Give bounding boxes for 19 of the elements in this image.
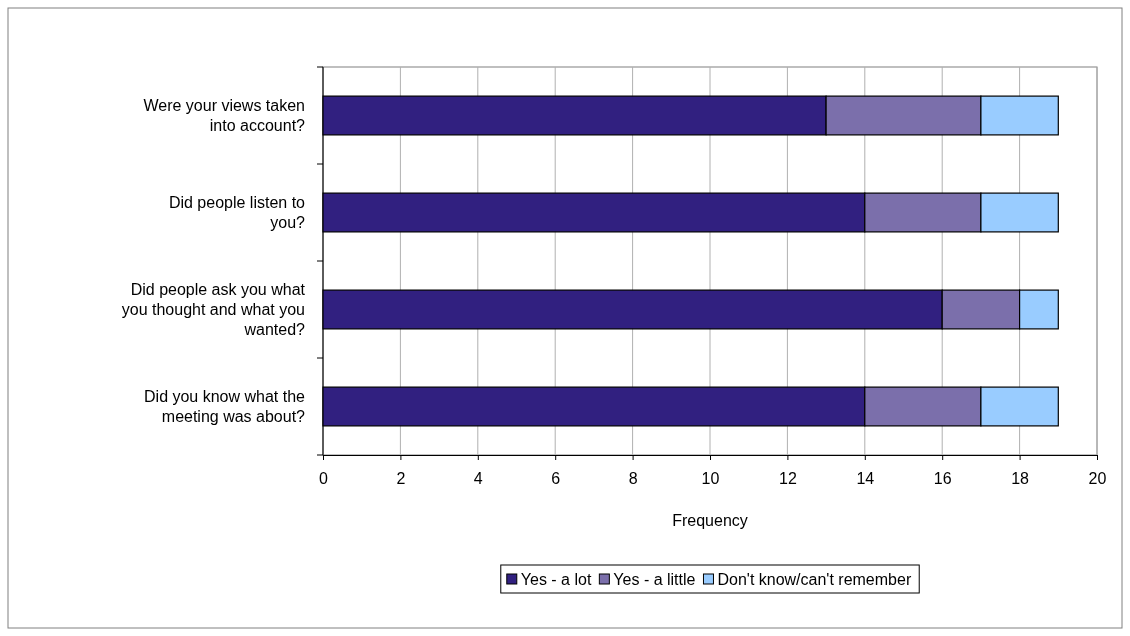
legend-label: Yes - a little — [613, 571, 696, 588]
y-tick-label: Were your views taken into account? — [143, 96, 306, 134]
x-tick-label: 12 — [779, 469, 797, 487]
x-tick-label: 18 — [1011, 469, 1030, 487]
x-tick-label: 4 — [473, 469, 483, 487]
x-tick-label: 6 — [551, 469, 561, 487]
x-tick-label: 16 — [933, 469, 952, 487]
x-axis-title: Frequency — [672, 512, 748, 529]
y-tick-label: Did you know what the meeting was about? — [144, 387, 306, 425]
x-tick-label: 20 — [1088, 469, 1107, 487]
x-tick-label: 10 — [701, 469, 720, 487]
x-tick-label: 14 — [856, 469, 875, 487]
y-tick-label: Did people ask you what you thought and what you wanted? — [121, 280, 306, 338]
x-tick-label: 2 — [396, 469, 406, 487]
x-tick-label: 8 — [628, 469, 638, 487]
legend-label: Yes - a lot — [520, 571, 592, 588]
x-tick-label: 0 — [319, 469, 329, 487]
y-tick-label: Did people listen to you? — [168, 193, 306, 231]
legend-label: Don't know/can't remember — [717, 571, 912, 588]
